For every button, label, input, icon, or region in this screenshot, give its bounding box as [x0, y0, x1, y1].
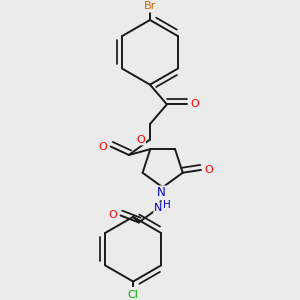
Text: O: O: [98, 142, 107, 152]
Text: O: O: [190, 99, 199, 110]
Text: Br: Br: [144, 2, 156, 11]
Text: H: H: [163, 200, 171, 210]
Text: O: O: [205, 165, 213, 175]
Text: N: N: [154, 203, 163, 213]
Text: O: O: [108, 210, 117, 220]
Text: Cl: Cl: [128, 290, 139, 300]
Text: O: O: [136, 134, 145, 145]
Text: N: N: [157, 186, 166, 200]
